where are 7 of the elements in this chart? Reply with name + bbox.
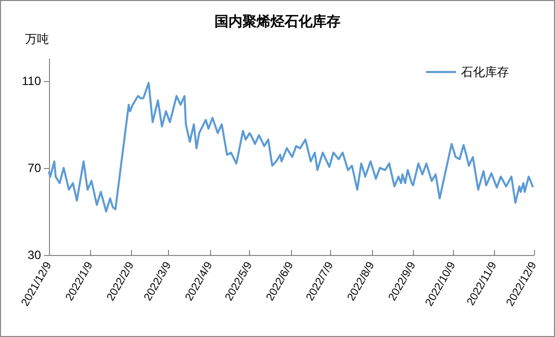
y-tick-label: 110 <box>22 74 42 88</box>
chart-title: 国内聚烯烃石化库存 <box>214 13 340 29</box>
legend-label: 石化库存 <box>461 65 509 79</box>
y-axis-title: 万吨 <box>25 32 49 46</box>
y-tick-label: 30 <box>28 248 42 262</box>
y-tick-label: 70 <box>28 160 42 175</box>
line-series <box>48 82 534 212</box>
